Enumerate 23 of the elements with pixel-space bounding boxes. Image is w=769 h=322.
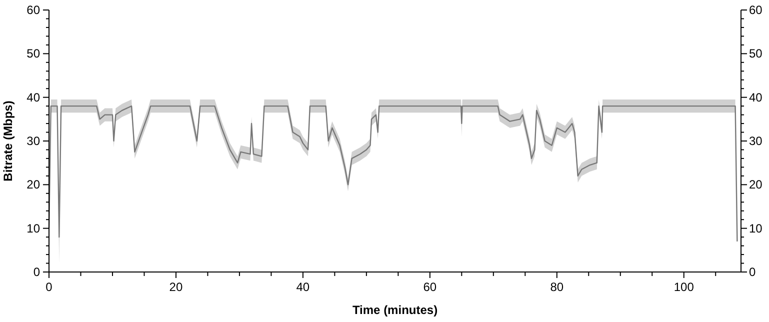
y2-tick-label: 0: [749, 265, 756, 279]
y-tick-label: 30: [26, 134, 40, 148]
y2-tick-label: 30: [749, 134, 763, 148]
y-tick-label: 40: [26, 90, 40, 104]
y-axis-title: Bitrate (Mbps): [1, 100, 15, 182]
x-tick-label: 80: [550, 280, 564, 294]
x-tick-label: 20: [169, 280, 183, 294]
x-tick-label: 0: [46, 280, 53, 294]
y-tick-label: 60: [26, 3, 40, 17]
line-series: [48, 105, 738, 242]
x-axis-title: Time (minutes): [352, 303, 438, 317]
x-tick-label: 60: [423, 280, 437, 294]
y2-tick-label: 50: [749, 46, 763, 61]
y2-tick-label: 60: [749, 3, 763, 17]
y-tick-label: 10: [26, 221, 40, 236]
y-tick-label: 0: [33, 265, 40, 279]
x-tick-label: 100: [674, 280, 694, 294]
y2-tick-label: 20: [749, 178, 763, 192]
x-tick-label: 40: [296, 280, 310, 294]
y-tick-label: 20: [26, 178, 40, 192]
y2-tick-label: 40: [749, 90, 763, 104]
y2-tick-label: 10: [749, 221, 763, 236]
y-tick-label: 50: [26, 46, 40, 61]
